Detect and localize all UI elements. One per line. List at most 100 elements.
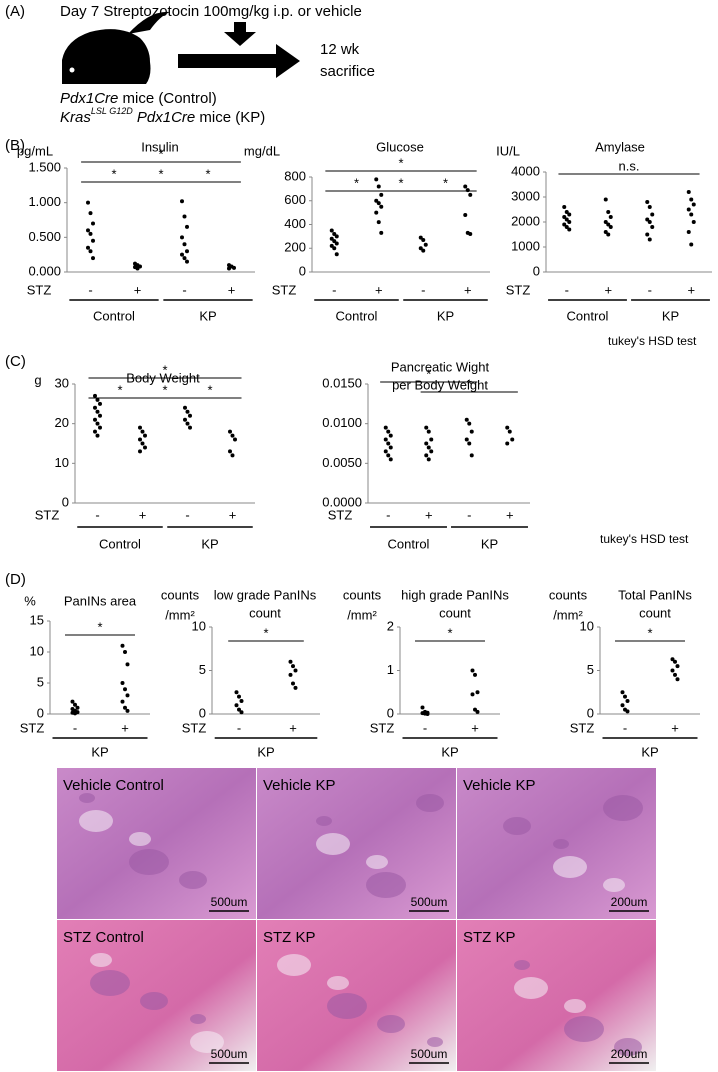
tissue-feature — [316, 833, 350, 855]
tissue-feature — [603, 878, 625, 892]
dot — [91, 238, 95, 243]
dot — [230, 433, 235, 438]
condition-label: STZ — [20, 720, 45, 735]
dot — [650, 225, 655, 229]
dot — [383, 437, 388, 442]
dot — [376, 184, 381, 189]
x-tick-label: + — [121, 720, 129, 735]
dot — [86, 228, 90, 233]
dot — [288, 672, 293, 677]
dot — [562, 222, 567, 227]
x-tick-label: - — [565, 282, 569, 297]
dot — [88, 249, 93, 254]
dot — [426, 429, 431, 434]
y-axis-label: % — [24, 593, 36, 608]
dot — [143, 433, 147, 438]
panel-label: (B) — [5, 137, 25, 154]
dot — [332, 239, 337, 244]
dot — [227, 266, 231, 271]
y-tick-label: 400 — [284, 216, 306, 231]
y-tick-label: 1.500 — [28, 159, 61, 174]
scale-label: 500um — [211, 1047, 248, 1061]
y-tick-label: 20 — [55, 415, 69, 430]
dot — [620, 690, 625, 695]
histology-label: STZ Control — [63, 929, 144, 946]
mice-kp: KrasLSL G12D Pdx1Cre mice (KP) — [60, 103, 265, 126]
condition-label: STZ — [570, 720, 595, 735]
x-tick-label: + — [506, 507, 514, 522]
x-tick-label: - — [648, 282, 652, 297]
dot — [125, 662, 130, 667]
scale-label: 500um — [411, 895, 448, 909]
dot — [645, 232, 650, 237]
x-tick-label: + — [425, 507, 433, 522]
text: mice (Control) — [123, 90, 217, 107]
dot — [123, 687, 127, 692]
dot — [421, 237, 426, 242]
dot — [421, 248, 426, 253]
dot — [93, 393, 97, 398]
significance-label: * — [354, 175, 359, 190]
dot — [93, 405, 97, 410]
dot — [424, 425, 429, 430]
condition-label: STZ — [370, 720, 395, 735]
dot — [562, 215, 567, 219]
scale-label: 200um — [611, 895, 648, 909]
significance-label: * — [467, 376, 472, 391]
group-label: KP — [662, 308, 679, 323]
x-tick-label: - — [423, 720, 427, 735]
dot — [125, 693, 130, 698]
dot — [75, 705, 80, 710]
group-label: KP — [441, 744, 458, 759]
y-axis-label: mg/dL — [244, 143, 280, 158]
dot — [180, 199, 184, 204]
y-tick-label: 15 — [30, 612, 44, 627]
x-tick-label: + — [671, 720, 679, 735]
scale-label: 500um — [411, 1047, 448, 1061]
y-tick-label: 200 — [284, 240, 306, 255]
histology-label: Vehicle KP — [263, 777, 336, 794]
dot — [185, 224, 189, 229]
dot — [386, 453, 391, 458]
x-tick-label: - — [386, 507, 390, 522]
tissue-feature — [90, 953, 112, 967]
tissue-feature — [327, 993, 367, 1019]
dot — [463, 184, 468, 189]
dot — [470, 668, 475, 673]
dot — [230, 453, 235, 458]
significance-label: * — [205, 166, 210, 181]
chart-title: count — [639, 605, 671, 620]
tissue-feature — [514, 977, 548, 999]
y-tick-label: 1.000 — [28, 194, 61, 209]
dot — [291, 664, 295, 669]
dot — [232, 265, 236, 270]
dot — [562, 205, 567, 209]
outcome: 12 wk — [320, 41, 360, 58]
dot — [86, 245, 90, 250]
dot — [332, 246, 337, 251]
x-tick-label: - — [95, 507, 99, 522]
significance-label: * — [207, 382, 212, 397]
chart-title: count — [439, 605, 471, 620]
x-tick-label: + — [289, 720, 297, 735]
dot — [418, 246, 423, 251]
scale-label: 200um — [611, 1047, 648, 1061]
treatment: Day 7 Streptozotocin 100mg/kg i.p. or ve… — [60, 3, 362, 20]
y-tick-label: 0.0000 — [322, 494, 362, 509]
significance-label: * — [647, 625, 652, 640]
dot — [98, 401, 102, 406]
injection-arrow — [224, 22, 256, 46]
dot — [689, 242, 694, 247]
dot — [239, 698, 244, 703]
tissue-feature — [79, 810, 113, 832]
dot — [374, 177, 379, 182]
condition-label: STZ — [182, 720, 207, 735]
significance-label: * — [97, 619, 102, 634]
mouse-icon — [62, 11, 170, 84]
y-tick-label: 0.0100 — [322, 415, 362, 430]
dot — [73, 702, 77, 707]
dot — [467, 421, 472, 426]
dot — [603, 230, 608, 234]
dot — [88, 231, 93, 236]
dot — [475, 709, 480, 714]
